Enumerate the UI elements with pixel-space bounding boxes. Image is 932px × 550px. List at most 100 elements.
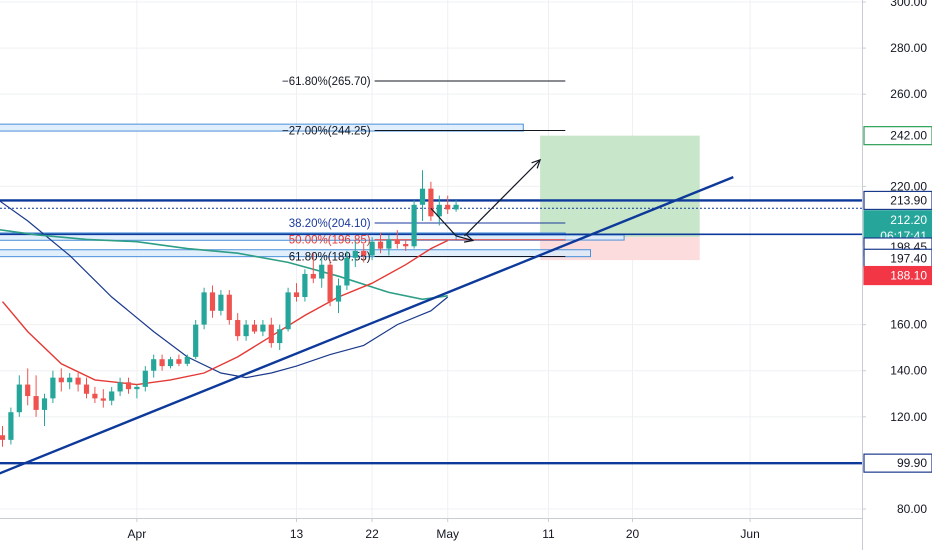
fib-level-label: −27.00%(244.25) bbox=[282, 125, 371, 137]
candle-body bbox=[369, 241, 375, 256]
fib-level-label: −61.80%(265.70) bbox=[282, 76, 371, 88]
candle-body bbox=[75, 377, 81, 385]
price-tick-label: 260.00 bbox=[890, 87, 927, 101]
candle-body bbox=[403, 243, 409, 247]
price-tick-label: 220.00 bbox=[890, 179, 927, 193]
time-tick-label: 20 bbox=[626, 527, 640, 541]
candle-body bbox=[0, 435, 6, 440]
fib-level-label: 38.20%(204.10) bbox=[289, 218, 371, 230]
candle-body bbox=[268, 324, 274, 344]
price-axis[interactable]: 300.00 280.00 260.00 220.00 160.00 140.00 120.… bbox=[862, 0, 932, 550]
candle-body bbox=[419, 188, 426, 205]
candle-body bbox=[41, 398, 48, 410]
candlestick-series bbox=[0, 170, 459, 447]
time-axis[interactable]: Apr 13 22 May 11 20 Jun bbox=[0, 518, 862, 550]
candle-body bbox=[352, 250, 358, 258]
candle-body bbox=[218, 294, 224, 311]
candle-body bbox=[209, 292, 216, 311]
candle-body bbox=[134, 386, 140, 390]
candle-body bbox=[302, 273, 308, 297]
moving-average-teal bbox=[0, 228, 448, 301]
candle-body bbox=[184, 356, 190, 364]
price-badge-label: 99.90 bbox=[897, 456, 927, 470]
ascending-trend-line bbox=[0, 176, 734, 475]
candle-body bbox=[377, 241, 384, 249]
candle-body bbox=[167, 359, 174, 367]
candle-body bbox=[125, 382, 132, 390]
candle-body bbox=[117, 382, 123, 392]
candle-body bbox=[251, 324, 258, 332]
candle-body bbox=[436, 204, 442, 217]
candle-body bbox=[335, 285, 342, 302]
candle-body bbox=[58, 377, 64, 383]
arrow-head bbox=[463, 234, 475, 243]
candle-body bbox=[159, 359, 165, 367]
time-tick-label: 11 bbox=[542, 527, 555, 541]
candle-body bbox=[243, 324, 249, 337]
fib-level-label: 61.80%(189.55) bbox=[289, 252, 371, 264]
candle-body bbox=[193, 324, 199, 357]
candle-body bbox=[411, 204, 417, 247]
price-badge-label: 188.10 bbox=[890, 269, 927, 283]
time-tick-label: May bbox=[436, 527, 459, 541]
candle-body bbox=[16, 384, 22, 413]
candle-body bbox=[176, 359, 182, 364]
candle-body bbox=[226, 294, 232, 321]
moving-average-red bbox=[1, 239, 449, 386]
price-badge bbox=[863, 265, 932, 286]
candle-body bbox=[201, 292, 207, 325]
time-tick-label: Jun bbox=[740, 527, 759, 541]
price-badge bbox=[863, 126, 932, 146]
candle-body bbox=[310, 273, 316, 279]
price-badge-label: 197.40 bbox=[890, 251, 927, 265]
price-badge bbox=[863, 190, 932, 211]
candle-body bbox=[151, 359, 157, 371]
candle-body bbox=[285, 292, 291, 330]
candle-body bbox=[319, 264, 325, 279]
candle-body bbox=[235, 320, 241, 337]
moving-averages bbox=[0, 200, 449, 386]
candle-body bbox=[83, 384, 90, 394]
price-tick-label: 300.00 bbox=[890, 0, 927, 9]
arrow-head bbox=[531, 158, 542, 169]
support-zone bbox=[0, 249, 591, 258]
projection-arrows bbox=[430, 158, 542, 243]
arrow-line bbox=[455, 235, 474, 242]
chart-grid bbox=[0, 0, 862, 518]
price-tick-label: 280.00 bbox=[890, 41, 927, 55]
time-tick-label: 22 bbox=[365, 527, 379, 541]
candle-body bbox=[67, 377, 73, 383]
arrow-line bbox=[430, 207, 457, 237]
candle-body bbox=[344, 257, 350, 286]
candle-body bbox=[277, 329, 283, 344]
candle-body bbox=[445, 204, 451, 210]
candle-body bbox=[293, 292, 300, 297]
candle-body bbox=[8, 412, 14, 440]
candle-body bbox=[109, 391, 115, 401]
moving-average-navy bbox=[0, 200, 449, 379]
candle-body bbox=[33, 396, 39, 410]
candle-body bbox=[92, 393, 98, 399]
price-badge-label: 242.00 bbox=[890, 129, 927, 143]
fib-level-label: 50.00%(196.85) bbox=[289, 235, 371, 247]
price-badge-label: 213.90 bbox=[890, 193, 927, 207]
candle-body bbox=[142, 370, 148, 387]
time-tick-label: Apr bbox=[128, 527, 147, 541]
price-badge-label: 212.20 bbox=[890, 213, 927, 227]
price-tick-label: 140.00 bbox=[890, 364, 927, 378]
arrow-line bbox=[464, 159, 541, 237]
trend-line[interactable] bbox=[0, 176, 734, 479]
price-tick-label: 80.00 bbox=[897, 502, 927, 516]
target-zone bbox=[540, 135, 700, 238]
time-tick-label: 13 bbox=[290, 527, 304, 541]
price-zones bbox=[0, 123, 700, 261]
time-axis-background bbox=[0, 518, 862, 550]
support-zone bbox=[0, 123, 524, 132]
candle-body bbox=[428, 188, 434, 217]
price-tick-label: 160.00 bbox=[890, 318, 927, 332]
price-tick-label: 120.00 bbox=[890, 410, 927, 424]
fibonacci-levels: −61.80%(265.70) −27.00%(244.25) 38.20%(204… bbox=[282, 76, 566, 264]
candle-body bbox=[361, 250, 367, 256]
price-badge bbox=[863, 453, 932, 473]
